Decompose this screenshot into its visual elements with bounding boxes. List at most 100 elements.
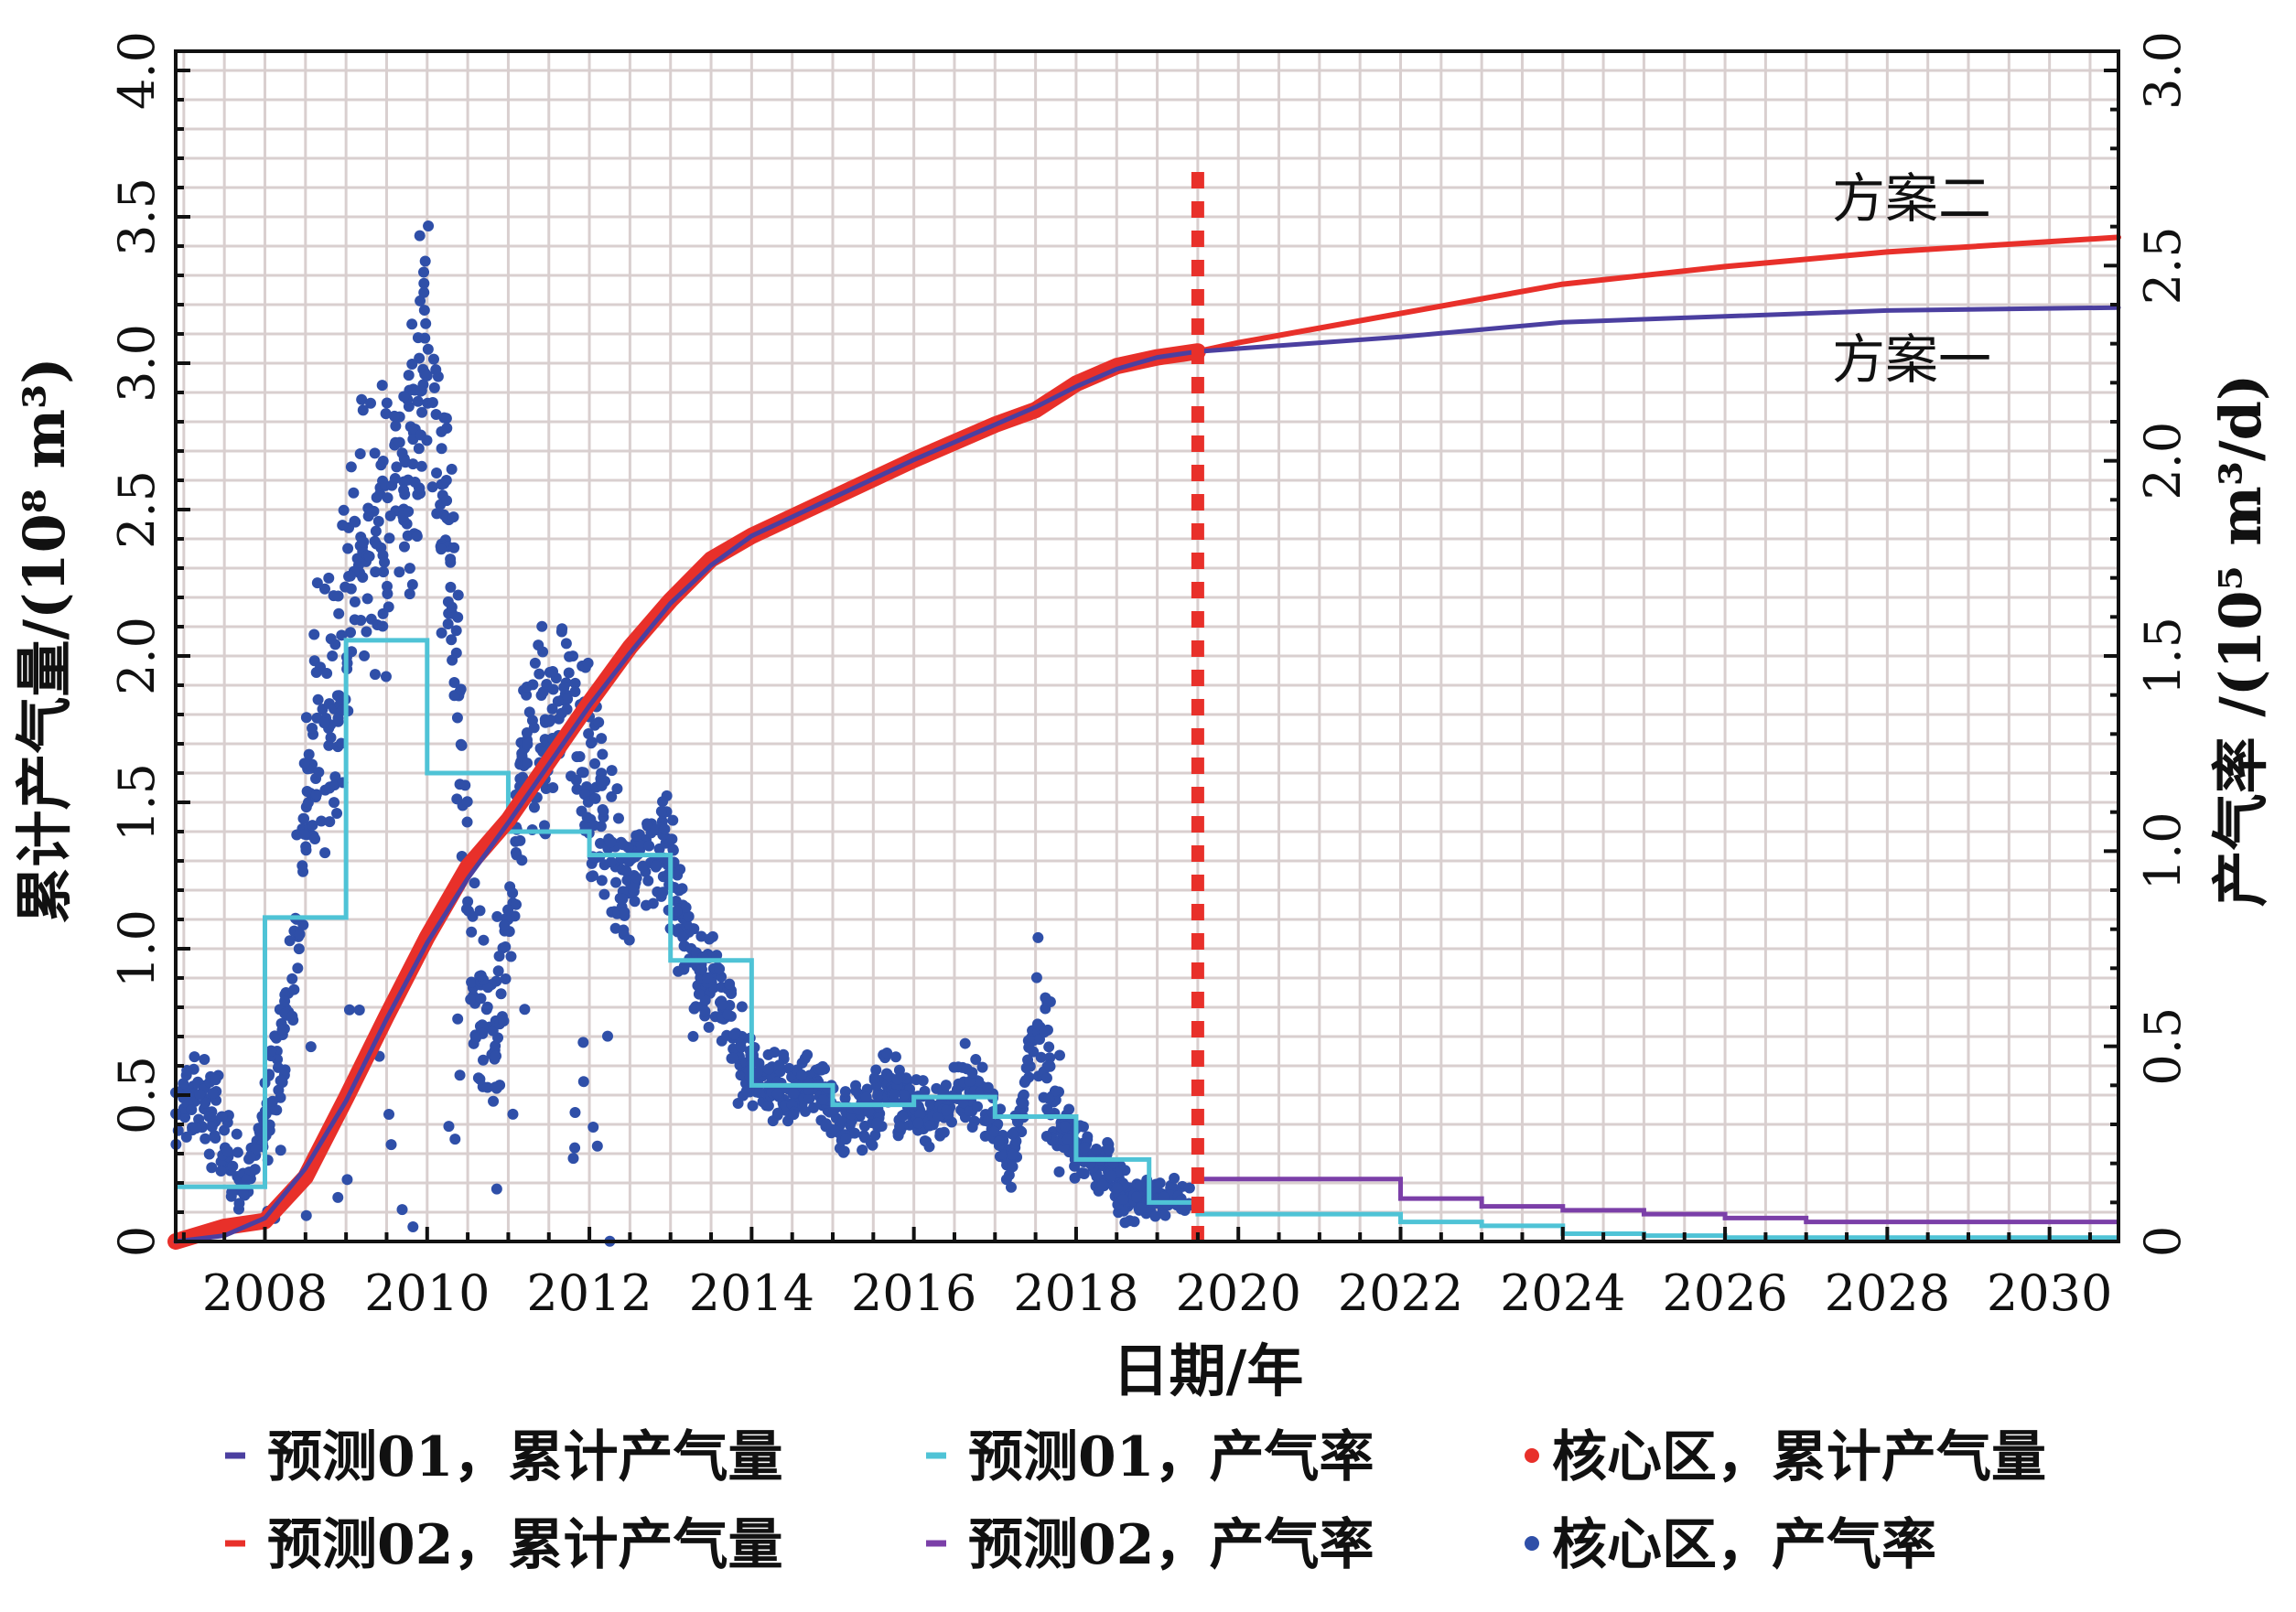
core-rate-point <box>404 563 415 575</box>
core-rate-point <box>418 305 430 317</box>
core-rate-point <box>1063 1103 1075 1115</box>
core-rate-point <box>534 668 545 680</box>
core-rate-point <box>353 1005 365 1016</box>
core-rate-point <box>619 907 631 919</box>
core-rate-point <box>796 1069 808 1081</box>
forecast02-cumulative-line <box>1194 234 2121 355</box>
core-rate-point <box>327 650 339 662</box>
core-rate-point <box>521 689 533 701</box>
core-rate-point <box>354 448 366 460</box>
core-rate-point <box>1007 1148 1019 1160</box>
core-rate-point <box>329 797 340 809</box>
core-rate-point <box>310 789 322 801</box>
core-rate-point <box>338 504 350 516</box>
core-rate-point <box>450 625 462 637</box>
core-rate-point <box>620 865 632 877</box>
core-rate-point <box>398 484 410 496</box>
core-rate-point <box>346 646 358 658</box>
core-rate-point <box>349 596 361 607</box>
core-rate-point <box>948 1061 960 1073</box>
core-rate-point <box>336 629 348 641</box>
core-rate-point <box>447 511 459 523</box>
core-rate-point <box>897 1110 909 1122</box>
x-tick-label: 2010 <box>364 1264 490 1322</box>
core-rate-point <box>704 933 716 945</box>
y-left-tick-label: 1.0 <box>108 909 166 988</box>
core-rate-point <box>478 1054 490 1066</box>
core-rate-point <box>342 543 354 554</box>
y-left-tick-label: 2.0 <box>108 617 166 695</box>
core-rate-point <box>677 931 689 943</box>
core-rate-point <box>596 875 608 887</box>
core-rate-point <box>363 551 375 563</box>
core-rate-point <box>406 358 418 370</box>
core-rate-point <box>449 1134 461 1145</box>
core-rate-point <box>355 615 367 627</box>
core-rate-point <box>406 579 418 591</box>
core-rate-point <box>475 993 487 1005</box>
core-rate-point <box>199 1133 211 1145</box>
core-rate-point <box>606 765 618 777</box>
core-rate-point <box>555 626 567 638</box>
core-rate-point <box>676 883 688 895</box>
core-rate-point <box>762 1100 774 1112</box>
core-rate-point <box>426 481 438 493</box>
core-rate-point <box>587 1121 599 1133</box>
core-rate-point <box>413 443 425 455</box>
core-rate-point <box>206 1121 218 1133</box>
core-rate-point <box>404 588 415 600</box>
core-rate-point <box>418 286 430 298</box>
core-rate-point <box>889 1089 900 1101</box>
core-rate-point <box>490 1081 501 1093</box>
core-rate-point <box>383 1109 395 1121</box>
core-rate-point <box>500 940 512 952</box>
core-rate-point <box>547 665 559 677</box>
core-rate-point <box>403 370 415 382</box>
legend-item: 核心区，累计产气量 <box>1525 1425 2046 1489</box>
core-rate-point <box>617 839 629 851</box>
core-rate-point <box>655 805 667 817</box>
core-rate-point <box>411 531 423 543</box>
y-right-tick-label: 3.0 <box>2134 31 2192 110</box>
core-rate-point <box>452 589 464 601</box>
y-right-tick-label: 2.0 <box>2134 422 2192 500</box>
core-rate-point <box>318 717 330 729</box>
core-rate-point <box>371 538 383 550</box>
core-rate-point <box>716 999 728 1011</box>
core-rate-point <box>1019 1074 1031 1086</box>
core-rate-point <box>377 455 389 467</box>
core-rate-point <box>385 1139 397 1151</box>
x-tick-label: 2014 <box>689 1264 814 1322</box>
core-rate-point <box>203 1148 215 1160</box>
core-rate-point <box>924 1098 936 1110</box>
y-left-tick-label: 0 <box>108 1226 166 1257</box>
core-rate-point <box>286 1010 298 1022</box>
core-rate-point <box>396 447 408 459</box>
core-rate-point <box>305 1041 317 1053</box>
core-rate-point <box>300 841 312 853</box>
core-rate-point <box>291 829 303 841</box>
core-rate-point <box>178 1078 189 1090</box>
core-rate-point <box>331 807 343 819</box>
core-rate-point <box>300 1209 312 1221</box>
core-rate-point <box>297 812 309 824</box>
core-rate-point <box>940 1104 952 1116</box>
core-rate-point <box>820 1118 832 1130</box>
core-rate-point <box>510 898 522 910</box>
core-rate-point <box>412 395 424 407</box>
core-rate-point <box>461 796 473 808</box>
core-rate-point <box>310 666 322 678</box>
core-rate-point <box>547 781 559 793</box>
core-rate-point <box>414 230 426 242</box>
core-rate-point <box>788 1109 800 1121</box>
core-rate-point <box>362 510 374 522</box>
core-rate-point <box>771 1107 783 1119</box>
core-rate-point <box>323 572 335 584</box>
core-rate-point <box>595 776 607 788</box>
core-rate-point <box>589 758 601 769</box>
core-rate-point <box>1128 1216 1140 1228</box>
core-rate-point <box>480 1004 492 1016</box>
core-rate-point <box>617 893 629 905</box>
core-rate-point <box>448 542 460 553</box>
